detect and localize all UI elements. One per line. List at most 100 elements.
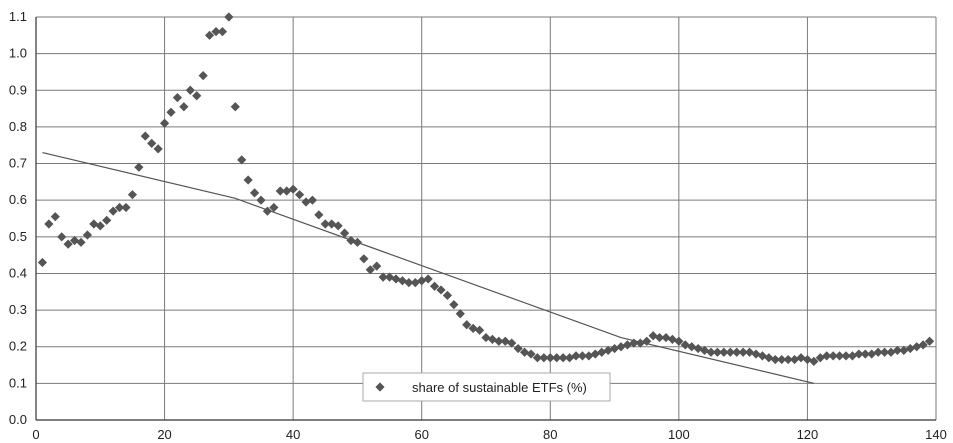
axes [35, 17, 936, 421]
data-point [519, 347, 530, 357]
data-point [584, 351, 594, 361]
data-point [429, 281, 440, 291]
data-point [339, 228, 350, 238]
x-tick-label: 80 [543, 427, 557, 442]
data-point [95, 221, 105, 231]
data-point [539, 353, 549, 363]
y-tick-label: 1.1 [9, 9, 27, 24]
y-tick-label: 0.2 [9, 339, 27, 354]
data-point [815, 353, 825, 363]
data-point [648, 331, 658, 341]
data-point [147, 138, 157, 148]
data-point [796, 353, 806, 363]
data-point [687, 342, 697, 352]
data-point [455, 309, 465, 319]
x-tick-label: 100 [668, 427, 690, 442]
data-point [82, 230, 93, 240]
data-point [744, 347, 755, 357]
data-point [879, 347, 890, 357]
data-point [359, 254, 369, 264]
data-point [397, 276, 408, 286]
data-point [404, 278, 414, 288]
legend: share of sustainable ETFs (%) [362, 372, 611, 402]
data-point [764, 353, 774, 363]
data-point [558, 353, 568, 363]
data-point [809, 356, 819, 366]
data-point [828, 351, 838, 361]
grid-lines [36, 16, 937, 420]
y-tick-label: 0.9 [9, 82, 27, 97]
data-point [237, 155, 247, 165]
data-point [69, 235, 80, 246]
data-point [571, 351, 581, 361]
y-tick-label: 0.7 [9, 156, 27, 171]
data-point [198, 71, 208, 81]
data-point [789, 354, 800, 365]
data-point [494, 336, 504, 346]
data-point [50, 212, 60, 222]
data-point [37, 257, 48, 268]
y-tick-label: 0.0 [9, 412, 27, 427]
data-point [474, 325, 485, 335]
data-point [545, 353, 555, 363]
legend-marker-diamond [375, 382, 385, 392]
data-point [654, 332, 665, 343]
data-point [127, 190, 138, 200]
legend-label: share of sustainable ETFs (%) [412, 380, 587, 395]
data-point [899, 345, 909, 355]
data-point [770, 354, 780, 365]
trendline-path [42, 151, 814, 384]
legend-box [362, 372, 611, 402]
data-point [667, 334, 678, 344]
data-point [320, 219, 330, 229]
data-point [616, 342, 626, 352]
data-point [352, 237, 363, 247]
data-point [185, 85, 195, 95]
y-tick-label: 0.6 [9, 192, 27, 207]
data-point [629, 338, 639, 348]
data-point [706, 347, 716, 357]
y-tick-label: 0.1 [9, 375, 27, 390]
y-tick-label: 0.4 [9, 265, 27, 280]
data-point [204, 30, 215, 40]
y-tick-label: 1.0 [9, 46, 27, 61]
data-point [372, 261, 382, 271]
data-point [526, 349, 536, 359]
x-tick-label: 20 [157, 427, 171, 442]
data-point [732, 347, 742, 357]
data-point [140, 131, 150, 141]
data-point [590, 349, 600, 359]
data-point [121, 202, 131, 213]
data-point [719, 347, 729, 357]
data-point [680, 340, 690, 350]
data-point [777, 354, 787, 365]
data-point [365, 265, 375, 275]
x-tick-label: 0 [32, 427, 39, 442]
data-point [712, 347, 723, 357]
data-point [256, 195, 266, 205]
data-point [738, 347, 748, 357]
data-point [192, 91, 202, 101]
data-point [172, 93, 183, 103]
data-point [134, 162, 144, 172]
data-point [532, 353, 543, 363]
data-point [699, 345, 710, 355]
data-point [307, 195, 318, 205]
data-point [757, 351, 768, 361]
data-point [725, 347, 735, 357]
data-point [468, 323, 478, 334]
data-point [179, 102, 189, 112]
data-point [159, 118, 170, 128]
x-tick-labels: 0 20 40 60 80 100 120 140 [32, 427, 946, 442]
data-point [674, 336, 684, 346]
data-point [751, 349, 761, 359]
data-point [44, 219, 54, 229]
x-tick-label: 140 [925, 427, 947, 442]
data-point [449, 299, 459, 310]
data-point [802, 354, 813, 365]
data-point [905, 343, 915, 354]
data-point [211, 27, 221, 37]
data-point [487, 334, 498, 344]
data-point [783, 354, 793, 365]
